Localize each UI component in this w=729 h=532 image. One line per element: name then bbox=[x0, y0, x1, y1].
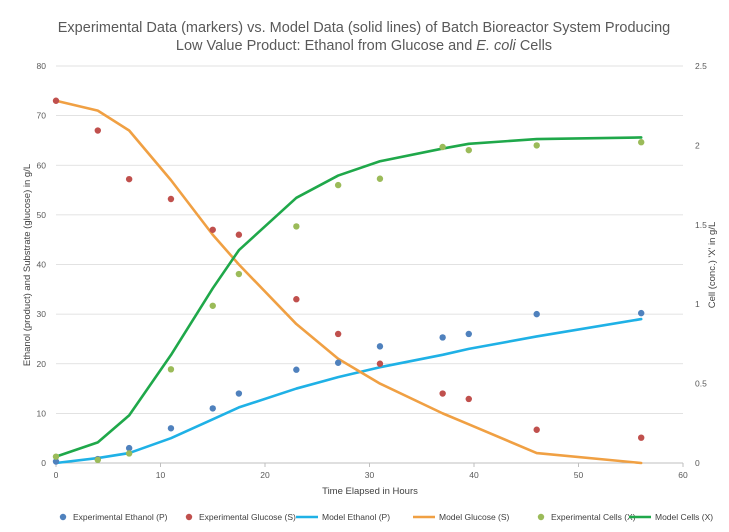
x-tick-label-50: 50 bbox=[574, 470, 584, 480]
plot-area bbox=[52, 97, 645, 465]
series-1-point-8 bbox=[376, 360, 384, 367]
series-4-point-6 bbox=[293, 223, 300, 230]
series-1-point-6 bbox=[293, 296, 300, 303]
series-0-point-0 bbox=[52, 458, 60, 465]
series-1-point-5 bbox=[235, 231, 243, 238]
series-4-point-1 bbox=[94, 456, 102, 464]
legend-label-0: Experimental Ethanol (P) bbox=[73, 512, 168, 522]
y-right-tick-label-0: 0 bbox=[695, 458, 700, 468]
y-right-tick-label-2-5: 2.5 bbox=[695, 61, 707, 71]
tick-labels: 0 10 20 30 40 50 60 0 10 20 30 40 50 60 70 80 0 0.5 1 1.5 2 2… bbox=[37, 61, 708, 480]
series-1-point-4 bbox=[209, 226, 216, 233]
series-0-point-12 bbox=[638, 309, 645, 317]
x-tick-label-0: 0 bbox=[54, 470, 59, 480]
y-left-tick-label-80: 80 bbox=[37, 61, 47, 71]
series-4-point-2 bbox=[125, 450, 133, 457]
y-left-tick-label-0: 0 bbox=[41, 458, 46, 468]
chart-title-line2: Low Value Product: Ethanol from Glucose … bbox=[176, 38, 552, 54]
series-1-point-7 bbox=[334, 330, 342, 338]
legend-marker-0 bbox=[59, 513, 67, 521]
y-right-tick-label-1: 1 bbox=[695, 299, 700, 309]
legend-label-3: Model Glucose (S) bbox=[439, 512, 510, 522]
y-left-tick-label-20: 20 bbox=[37, 359, 47, 369]
y-left-tick-label-10: 10 bbox=[37, 408, 47, 418]
series-4-point-8 bbox=[376, 175, 384, 182]
x-tick-label-30: 30 bbox=[365, 470, 375, 480]
title-line2-italic: E. coli bbox=[476, 38, 516, 54]
series-0-point-5 bbox=[235, 390, 243, 397]
y-right-tick-label-2: 2 bbox=[695, 140, 700, 150]
legend-marker-4 bbox=[537, 513, 545, 521]
series-line-3 bbox=[54, 99, 643, 465]
series-0-point-9 bbox=[439, 334, 446, 341]
y-right-axis-label: Cell (conc.) 'X' in g/L bbox=[707, 222, 718, 309]
series-1-point-0 bbox=[52, 97, 60, 104]
x-tick-label-20: 20 bbox=[260, 470, 270, 480]
series-1-point-10 bbox=[465, 395, 472, 403]
title-line2-prefix: Low Value Product: Ethanol from Glucose … bbox=[176, 38, 476, 54]
y-right-tick-label-0-5: 0.5 bbox=[695, 379, 707, 389]
series-1-point-1 bbox=[94, 127, 102, 134]
axes bbox=[55, 462, 684, 467]
y-right-tick-label-1-5: 1.5 bbox=[695, 220, 707, 230]
series-0-point-7 bbox=[334, 359, 342, 366]
y-left-tick-label-50: 50 bbox=[37, 210, 47, 220]
series-4-point-10 bbox=[465, 146, 472, 154]
legend-marker-1 bbox=[185, 513, 193, 521]
legend-label-2: Model Ethanol (P) bbox=[322, 512, 390, 522]
series-0-point-11 bbox=[533, 310, 540, 318]
series-4-point-11 bbox=[533, 142, 540, 149]
series-0-point-8 bbox=[376, 343, 384, 350]
chart-title-line1: Experimental Data (markers) vs. Model Da… bbox=[58, 20, 670, 36]
series-1-point-9 bbox=[439, 390, 446, 397]
series-1-point-2 bbox=[125, 175, 133, 183]
series-0-point-4 bbox=[209, 405, 216, 412]
series-0-point-2 bbox=[125, 444, 133, 452]
series-4-point-3 bbox=[167, 366, 175, 373]
series-1-point-3 bbox=[167, 195, 175, 203]
y-left-axis-label: Ethanol (product) and Substrate (glucose… bbox=[22, 164, 33, 366]
series-0-point-3 bbox=[167, 425, 175, 432]
series-0-point-10 bbox=[465, 330, 472, 338]
series-4-point-9 bbox=[439, 143, 446, 151]
series-4-point-5 bbox=[235, 270, 243, 278]
legend: Experimental Ethanol (P) Experimental Glu… bbox=[59, 512, 713, 522]
y-left-tick-label-70: 70 bbox=[37, 111, 47, 121]
x-tick-label-60: 60 bbox=[678, 470, 688, 480]
series-4-point-0 bbox=[52, 453, 60, 460]
y-left-tick-label-30: 30 bbox=[37, 309, 47, 319]
legend-label-4: Experimental Cells (X) bbox=[551, 512, 636, 522]
series-line-5 bbox=[54, 136, 643, 458]
x-axis-label: Time Elapsed in Hours bbox=[322, 486, 418, 497]
series-1-point-12 bbox=[638, 434, 645, 441]
series-4-point-4 bbox=[209, 302, 216, 309]
y-left-tick-label-40: 40 bbox=[37, 260, 47, 270]
x-tick-label-40: 40 bbox=[469, 470, 479, 480]
y-left-tick-label-60: 60 bbox=[37, 160, 47, 170]
series-4-point-12 bbox=[638, 139, 645, 146]
x-tick-label-10: 10 bbox=[156, 470, 166, 480]
series-4-point-7 bbox=[334, 181, 342, 189]
legend-label-1: Experimental Glucose (S) bbox=[199, 512, 296, 522]
series-0-point-6 bbox=[293, 366, 300, 373]
legend-label-5: Model Cells (X) bbox=[655, 512, 713, 522]
title-line2-suffix: Cells bbox=[516, 38, 552, 54]
series-1-point-11 bbox=[533, 426, 540, 433]
